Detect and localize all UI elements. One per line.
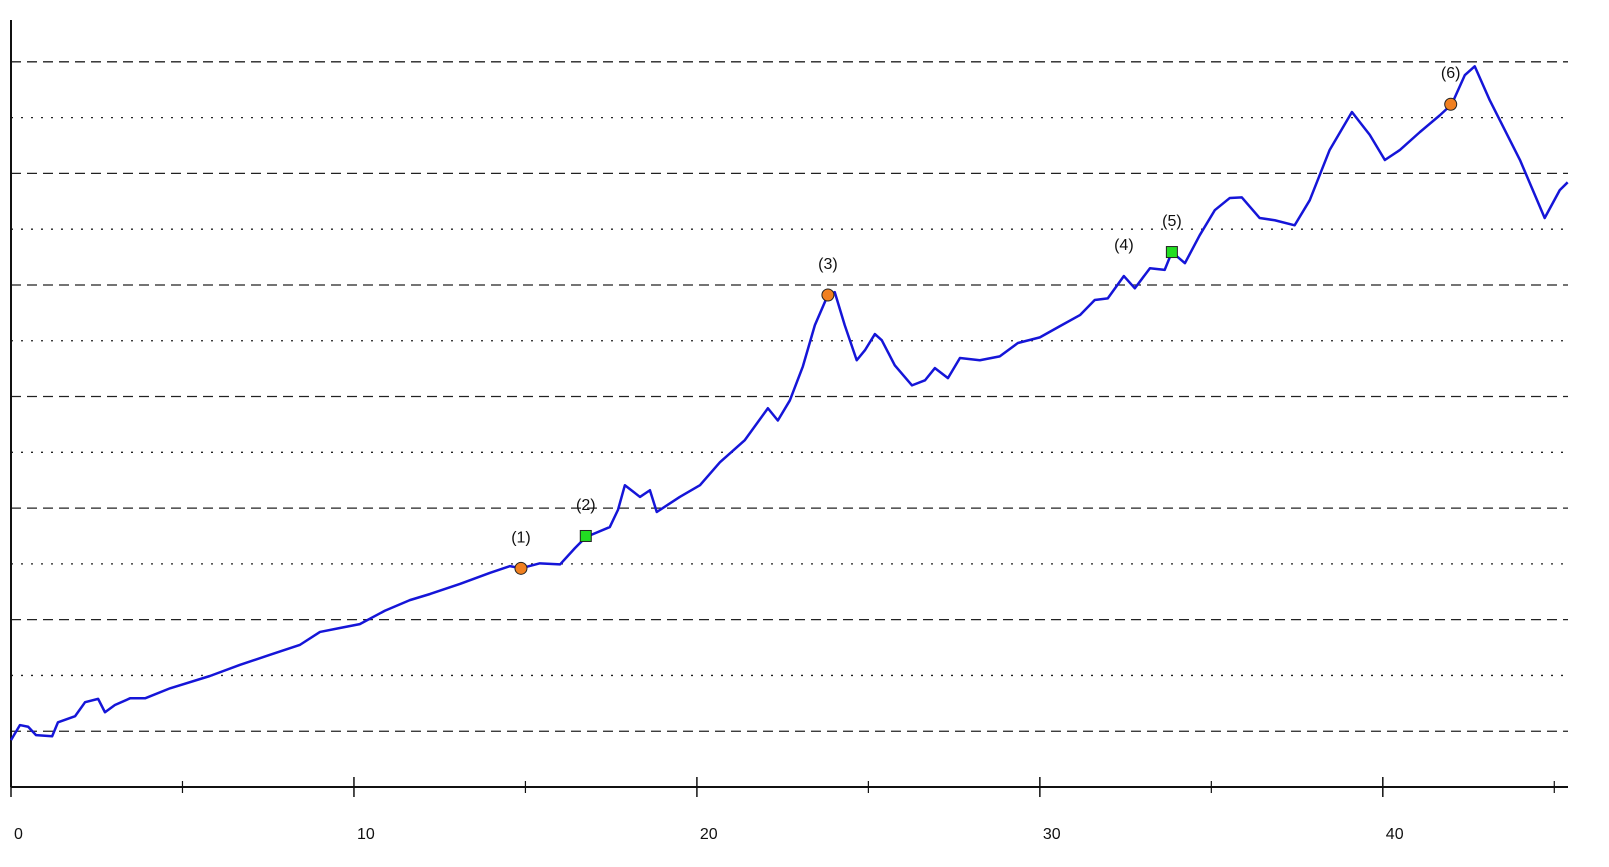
annotation-label: (5) bbox=[1162, 213, 1182, 230]
annotation-label: (3) bbox=[818, 256, 838, 273]
marker bbox=[821, 288, 835, 302]
annotation-label: (1) bbox=[511, 529, 531, 546]
annotation-label: (4) bbox=[1114, 237, 1134, 254]
marker bbox=[514, 561, 528, 575]
x-tick-label: 10 bbox=[357, 826, 375, 843]
annotation-label: (6) bbox=[1441, 65, 1461, 82]
marker bbox=[1444, 97, 1458, 111]
x-tick-label: 30 bbox=[1043, 826, 1061, 843]
x-tick-label: 40 bbox=[1386, 826, 1404, 843]
elevation-line bbox=[9, 65, 1569, 741]
annotation-label: (2) bbox=[576, 497, 596, 514]
x-tick-label: 20 bbox=[700, 826, 718, 843]
x-tick-label: 0 bbox=[14, 826, 23, 843]
marker bbox=[1165, 246, 1178, 259]
marker bbox=[579, 529, 592, 542]
